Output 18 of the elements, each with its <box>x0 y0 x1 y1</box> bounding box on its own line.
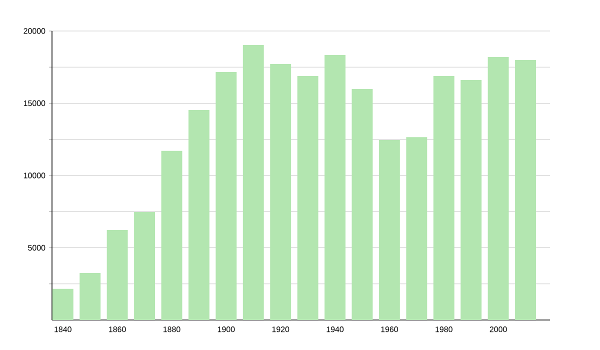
bar <box>52 288 74 320</box>
bar <box>216 72 237 320</box>
bar <box>515 60 536 320</box>
bar <box>161 150 182 320</box>
bar <box>80 273 101 320</box>
bar <box>378 140 400 320</box>
bar <box>106 230 128 320</box>
bar <box>297 76 318 320</box>
bar <box>188 110 210 320</box>
bar <box>488 57 509 320</box>
bar <box>134 212 156 320</box>
bar <box>352 88 373 320</box>
bar <box>433 76 454 320</box>
bar <box>406 137 428 320</box>
bar <box>270 64 292 320</box>
bar <box>324 54 346 320</box>
bar <box>460 80 482 320</box>
bar <box>242 45 264 320</box>
